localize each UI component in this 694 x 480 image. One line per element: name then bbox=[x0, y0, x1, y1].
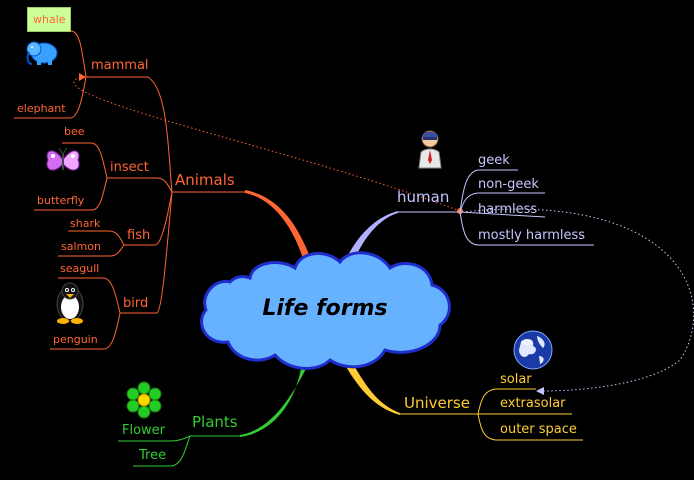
topic-mammal[interactable]: mammal bbox=[91, 58, 149, 73]
leaf-elephant[interactable]: elephant bbox=[17, 102, 66, 115]
leaf-butterfly[interactable]: butterfly bbox=[37, 194, 85, 207]
topic-universe[interactable]: Universe bbox=[404, 394, 470, 412]
leaf-bee[interactable]: bee bbox=[64, 125, 85, 138]
topic-fish[interactable]: fish bbox=[127, 228, 151, 243]
leaf-whale[interactable]: whale bbox=[33, 13, 66, 26]
leaf-seagull[interactable]: seagull bbox=[60, 262, 100, 275]
whale-highlight-box[interactable] bbox=[27, 7, 71, 32]
leaf-extrasolar[interactable]: extrasolar bbox=[500, 396, 566, 411]
elephant-icon bbox=[26, 41, 58, 65]
leaf-penguin[interactable]: penguin bbox=[53, 333, 98, 346]
leaf-outer-space[interactable]: outer space bbox=[500, 422, 577, 437]
branch-animals bbox=[245, 190, 312, 265]
center-topic[interactable]: Life forms bbox=[262, 296, 388, 321]
link-harmless-to-solar bbox=[461, 208, 694, 392]
flower-icon bbox=[126, 381, 162, 419]
branch-plants bbox=[240, 362, 308, 437]
person-icon bbox=[418, 130, 442, 169]
leaf-salmon[interactable]: salmon bbox=[61, 240, 101, 253]
leaf-harmless[interactable]: harmless bbox=[478, 202, 538, 217]
central-cloud bbox=[200, 251, 451, 370]
penguin-icon bbox=[56, 282, 84, 324]
leaf-non-geek[interactable]: non-geek bbox=[478, 177, 539, 192]
leaf-geek[interactable]: geek bbox=[478, 153, 510, 168]
topic-animals[interactable]: Animals bbox=[175, 171, 235, 189]
topic-human[interactable]: human bbox=[397, 188, 450, 206]
globe-icon bbox=[513, 330, 553, 370]
butterfly-icon bbox=[46, 147, 80, 171]
leaf-shark[interactable]: shark bbox=[70, 217, 101, 230]
topic-plants[interactable]: Plants bbox=[192, 413, 238, 431]
leaf-flower[interactable]: Flower bbox=[122, 423, 166, 438]
leaf-mostly-harmless[interactable]: mostly harmless bbox=[478, 228, 586, 243]
link-arrowhead-solar bbox=[536, 387, 544, 395]
link-elephant-to-harmless bbox=[73, 76, 461, 212]
leaf-tree[interactable]: Tree bbox=[139, 448, 167, 463]
topic-insect[interactable]: insect bbox=[110, 160, 149, 175]
branch-universe bbox=[345, 362, 400, 415]
topic-bird[interactable]: bird bbox=[123, 296, 149, 311]
leaf-solar[interactable]: solar bbox=[500, 372, 532, 387]
